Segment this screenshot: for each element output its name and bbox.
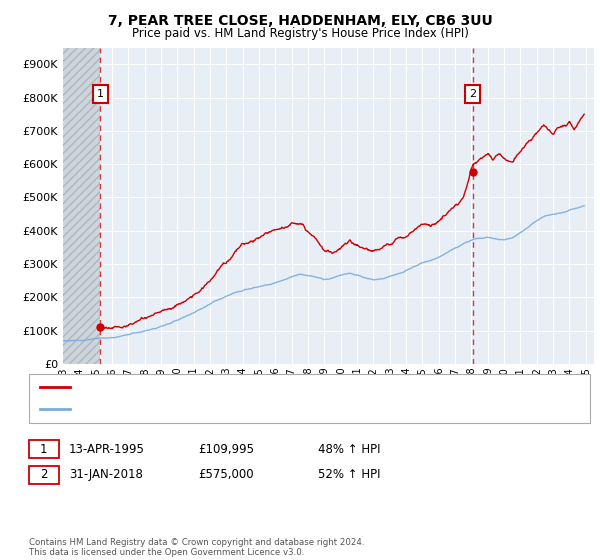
Text: 1: 1 bbox=[97, 89, 104, 99]
Text: Price paid vs. HM Land Registry's House Price Index (HPI): Price paid vs. HM Land Registry's House … bbox=[131, 27, 469, 40]
Text: 31-JAN-2018: 31-JAN-2018 bbox=[69, 468, 143, 482]
Text: Contains HM Land Registry data © Crown copyright and database right 2024.
This d: Contains HM Land Registry data © Crown c… bbox=[29, 538, 364, 557]
Text: 13-APR-1995: 13-APR-1995 bbox=[69, 442, 145, 456]
Text: 2: 2 bbox=[469, 89, 476, 99]
Text: £109,995: £109,995 bbox=[198, 442, 254, 456]
Text: HPI: Average price, detached house, East Cambridgeshire: HPI: Average price, detached house, East… bbox=[76, 404, 377, 414]
Text: 48% ↑ HPI: 48% ↑ HPI bbox=[318, 442, 380, 456]
Text: 2: 2 bbox=[40, 468, 47, 482]
Text: 7, PEAR TREE CLOSE, HADDENHAM, ELY, CB6 3UU (detached house): 7, PEAR TREE CLOSE, HADDENHAM, ELY, CB6 … bbox=[76, 382, 430, 392]
Bar bbox=[63, 48, 100, 364]
Text: 52% ↑ HPI: 52% ↑ HPI bbox=[318, 468, 380, 482]
Text: 7, PEAR TREE CLOSE, HADDENHAM, ELY, CB6 3UU: 7, PEAR TREE CLOSE, HADDENHAM, ELY, CB6 … bbox=[107, 14, 493, 28]
Text: £575,000: £575,000 bbox=[198, 468, 254, 482]
Text: 1: 1 bbox=[40, 442, 47, 456]
